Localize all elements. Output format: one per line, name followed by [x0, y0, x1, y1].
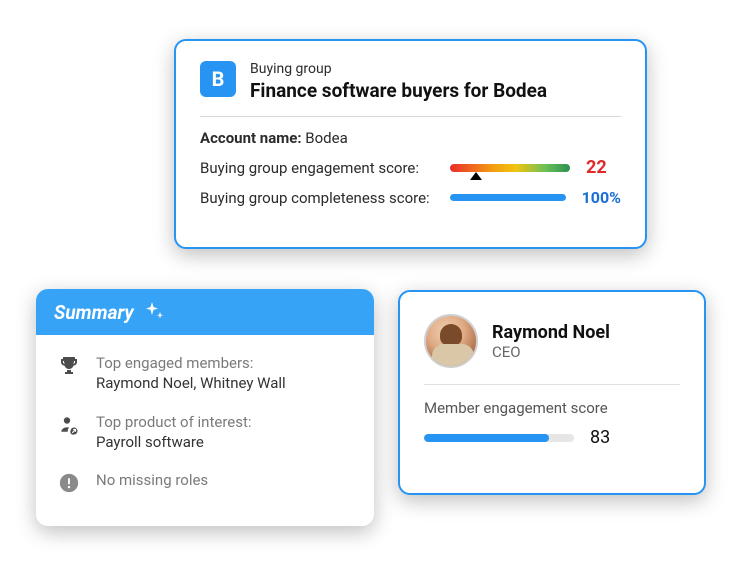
member-engagement-bar: [424, 434, 574, 442]
engagement-label: Buying group engagement score:: [200, 159, 450, 177]
divider: [424, 384, 680, 385]
account-name-value: Bodea: [305, 129, 347, 147]
completeness-score-value: 100%: [582, 188, 621, 207]
summary-item-heading: Top product of interest:: [96, 412, 252, 432]
summary-text: Top engaged members: Raymond Noel, Whitn…: [96, 353, 286, 394]
summary-header: Summary: [36, 289, 374, 335]
person-name: Raymond Noel: [492, 322, 610, 343]
buying-group-eyebrow: Buying group: [250, 61, 621, 77]
summary-item-product-interest: Top product of interest: Payroll softwar…: [56, 412, 354, 453]
summary-item-value: Raymond Noel, Whitney Wall: [96, 373, 286, 393]
trophy-icon: [56, 353, 82, 379]
divider: [200, 116, 621, 117]
summary-text: Top product of interest: Payroll softwar…: [96, 412, 252, 453]
person-role: CEO: [492, 343, 610, 361]
sparkle-icon: [142, 300, 166, 324]
summary-item-missing-roles: No missing roles: [56, 470, 354, 496]
engagement-gradient-bar: [450, 164, 570, 172]
person-link-icon: [56, 412, 82, 438]
summary-item-heading: Top engaged members:: [96, 353, 286, 373]
summary-card: Summary Top engaged members: Raymond Noe…: [36, 289, 374, 526]
avatar: [424, 314, 478, 368]
person-name-block: Raymond Noel CEO: [492, 322, 610, 361]
completeness-bar: [450, 194, 566, 201]
account-name-row: Account name: Bodea: [200, 129, 621, 147]
account-name-label: Account name: Bodea: [200, 129, 450, 147]
member-engagement-score: 83: [590, 427, 610, 448]
summary-item-value: Payroll software: [96, 432, 252, 452]
summary-text: No missing roles: [96, 470, 208, 496]
buying-group-card: B Buying group Finance software buyers f…: [174, 39, 647, 249]
summary-header-label: Summary: [54, 301, 134, 324]
info-solid-icon: [56, 470, 82, 496]
summary-item-engaged-members: Top engaged members: Raymond Noel, Whitn…: [56, 353, 354, 394]
buying-group-title-block: Buying group Finance software buyers for…: [250, 61, 621, 102]
summary-body: Top engaged members: Raymond Noel, Whitn…: [36, 335, 374, 514]
completeness-row: Buying group completeness score: 100%: [200, 188, 621, 207]
engagement-score-value: 22: [586, 157, 607, 178]
summary-item-heading: No missing roles: [96, 470, 208, 490]
member-engagement-label: Member engagement score: [424, 399, 680, 417]
completeness-label: Buying group completeness score:: [200, 189, 450, 207]
account-badge: B: [200, 61, 236, 97]
buying-group-header: B Buying group Finance software buyers f…: [200, 61, 621, 102]
person-card: Raymond Noel CEO Member engagement score…: [398, 290, 706, 495]
buying-group-title: Finance software buyers for Bodea: [250, 79, 621, 102]
engagement-marker-icon: [470, 172, 482, 180]
person-header: Raymond Noel CEO: [424, 314, 680, 368]
engagement-row: Buying group engagement score: 22: [200, 157, 621, 178]
member-engagement-row: 83: [424, 427, 680, 448]
